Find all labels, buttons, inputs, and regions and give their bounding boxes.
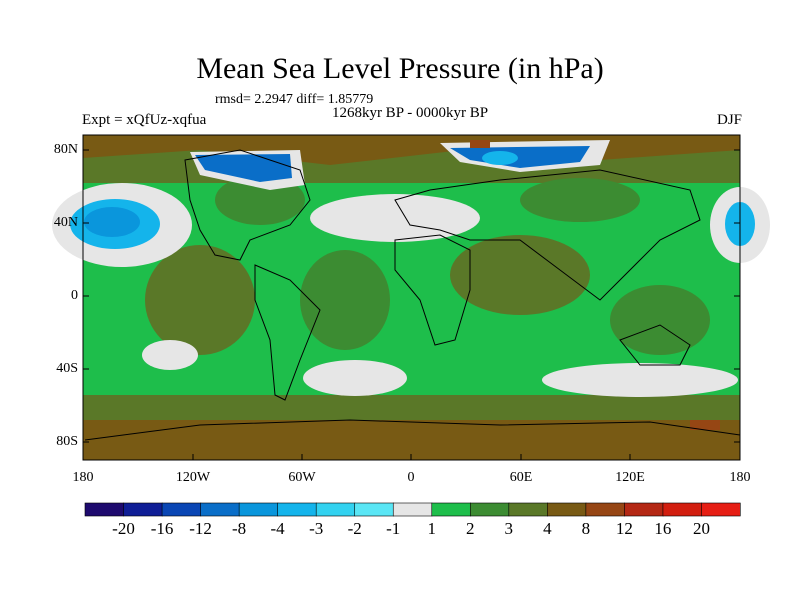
lat-label: 80S xyxy=(56,434,78,449)
colorbar-swatch xyxy=(277,502,317,517)
colorbar-swatch xyxy=(701,502,741,517)
colorbar-swatch xyxy=(354,502,394,517)
lon-label: 180 xyxy=(729,470,751,485)
lon-label: 120W xyxy=(175,470,211,485)
experiment-label: Expt = xQfUz-xqfua xyxy=(82,112,207,128)
colorbar-swatch xyxy=(123,502,163,517)
colorbar-label: -1 xyxy=(386,519,401,538)
colorbar-swatch xyxy=(84,502,125,517)
lat-label: 40S xyxy=(56,361,78,376)
lon-label: 120E xyxy=(615,470,645,485)
colorbar-label: 4 xyxy=(543,519,552,538)
colorbar-swatch xyxy=(392,502,433,517)
colorbar-label: -8 xyxy=(232,519,247,538)
colorbar xyxy=(84,502,741,517)
lat-label: 40N xyxy=(53,215,78,230)
colorbar-label: 20 xyxy=(693,519,710,538)
season-label: DJF xyxy=(716,112,742,128)
colorbar-label: 8 xyxy=(581,519,591,538)
colorbar-label: -20 xyxy=(112,519,135,538)
coastlines xyxy=(84,149,741,441)
colorbar-swatch xyxy=(662,502,703,517)
lat-label: 80N xyxy=(53,142,78,157)
colorbar-swatch xyxy=(200,502,240,517)
pressure-field xyxy=(52,135,770,460)
colorbar-swatch xyxy=(238,502,279,517)
colorbar-label: 16 xyxy=(654,519,672,538)
period-label: 1268kyr BP - 0000kyr BP xyxy=(331,105,489,121)
colorbar-label: 1 xyxy=(427,519,437,538)
colorbar-swatch xyxy=(508,502,548,517)
lon-label: 60W xyxy=(288,470,316,485)
colorbar-swatch xyxy=(469,502,510,517)
colorbar-label: 12 xyxy=(615,519,633,538)
colorbar-swatch xyxy=(315,502,356,517)
map-frame xyxy=(82,134,741,461)
colorbar-label: -3 xyxy=(309,519,324,538)
chart-title: Mean Sea Level Pressure (in hPa) xyxy=(196,52,604,85)
colorbar-label: -12 xyxy=(189,519,212,538)
colorbar-label: -16 xyxy=(150,519,174,538)
colorbar-swatch xyxy=(624,502,664,517)
lon-label: 60E xyxy=(509,470,533,485)
colorbar-swatch xyxy=(547,502,587,517)
colorbar-swatch xyxy=(161,502,202,517)
colorbar-label: -4 xyxy=(270,519,285,538)
colorbar-swatch xyxy=(585,502,626,517)
colorbar-label: 2 xyxy=(466,519,475,538)
lon-label: 0 xyxy=(407,470,415,485)
lon-label: 180 xyxy=(72,470,94,485)
colorbar-swatch xyxy=(431,502,471,517)
colorbar-label: -2 xyxy=(347,519,362,538)
colorbar-label: 3 xyxy=(504,519,514,538)
stats-line: rmsd= 2.2947 diff= 1.85779 xyxy=(215,92,374,107)
lat-label: 0 xyxy=(71,288,78,303)
